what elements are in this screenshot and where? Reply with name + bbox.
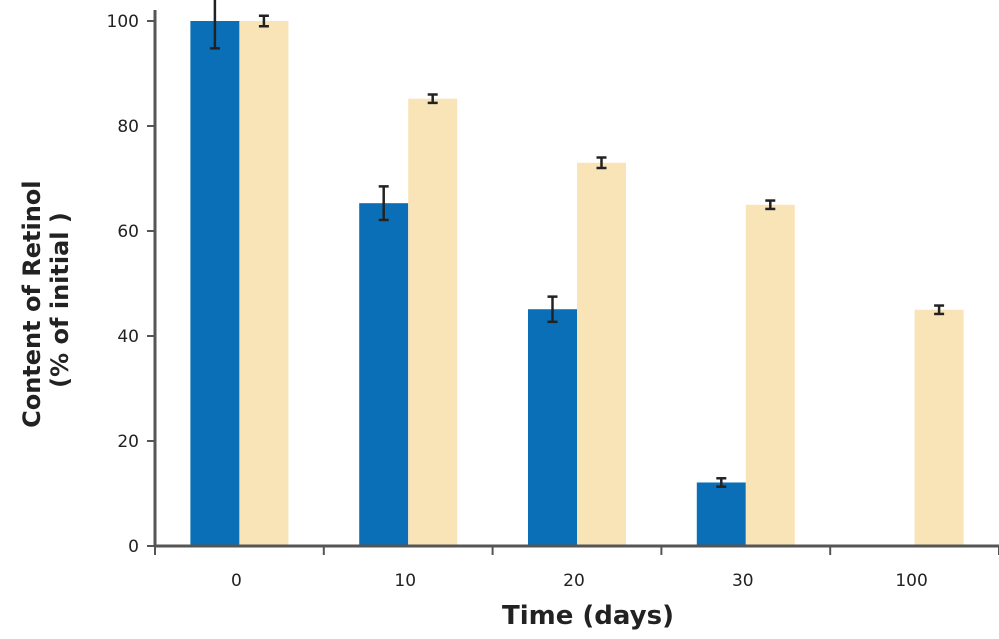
x-tick-label-20: 20	[563, 571, 585, 591]
x-tick-label-10: 10	[394, 571, 416, 591]
bar-series2-cat-0	[239, 21, 289, 546]
bar-series1-cat-0	[190, 21, 240, 546]
bars-group	[190, 21, 964, 547]
error-bar-series1-cat-0	[209, 0, 220, 50]
error-bar-series2-cat-10	[427, 93, 438, 105]
y-tick-label-20: 20	[117, 432, 139, 452]
bar-series2-cat-30	[745, 204, 795, 546]
y-tick-label-60: 60	[117, 222, 139, 242]
x-tick-label-100: 100	[895, 571, 927, 591]
y-axis-title-line-1: Content of Retinol	[18, 180, 46, 427]
bar-series2-cat-10	[408, 98, 458, 546]
x-tick-label-30: 30	[732, 571, 754, 591]
error-bars-group	[209, 0, 945, 488]
bar-series1-cat-20	[528, 309, 577, 546]
bar-series2-cat-100	[914, 309, 964, 546]
y-tick-label-40: 40	[117, 327, 139, 347]
error-bar-series2-cat-100	[934, 304, 945, 316]
error-bar-series2-cat-30	[765, 199, 776, 211]
x-tick-label-0: 0	[231, 571, 242, 591]
bar-series1-cat-10	[359, 203, 409, 547]
bar-series1-cat-30	[696, 482, 746, 546]
y-tick-label-100: 100	[107, 12, 139, 32]
bar-series2-cat-20	[577, 162, 626, 546]
error-bar-series2-cat-0	[258, 14, 269, 28]
error-bar-series1-cat-10	[378, 185, 389, 222]
error-bar-series1-cat-20	[547, 295, 558, 324]
y-axis-title-line-2: (% of initial )	[46, 212, 74, 388]
y-tick-label-0: 0	[128, 537, 139, 557]
error-bar-series1-cat-30	[716, 477, 727, 488]
error-bar-series2-cat-20	[596, 156, 607, 170]
y-tick-label-80: 80	[117, 117, 139, 137]
x-axis-title: Time (days)	[502, 601, 674, 631]
y-ticks-group: 0 20 40 60 80 100	[107, 12, 155, 557]
y-axis-title: Content of Retinol (% of initial )	[18, 172, 74, 428]
x-ticks-group: 0 10 20 30 100	[154, 546, 999, 591]
